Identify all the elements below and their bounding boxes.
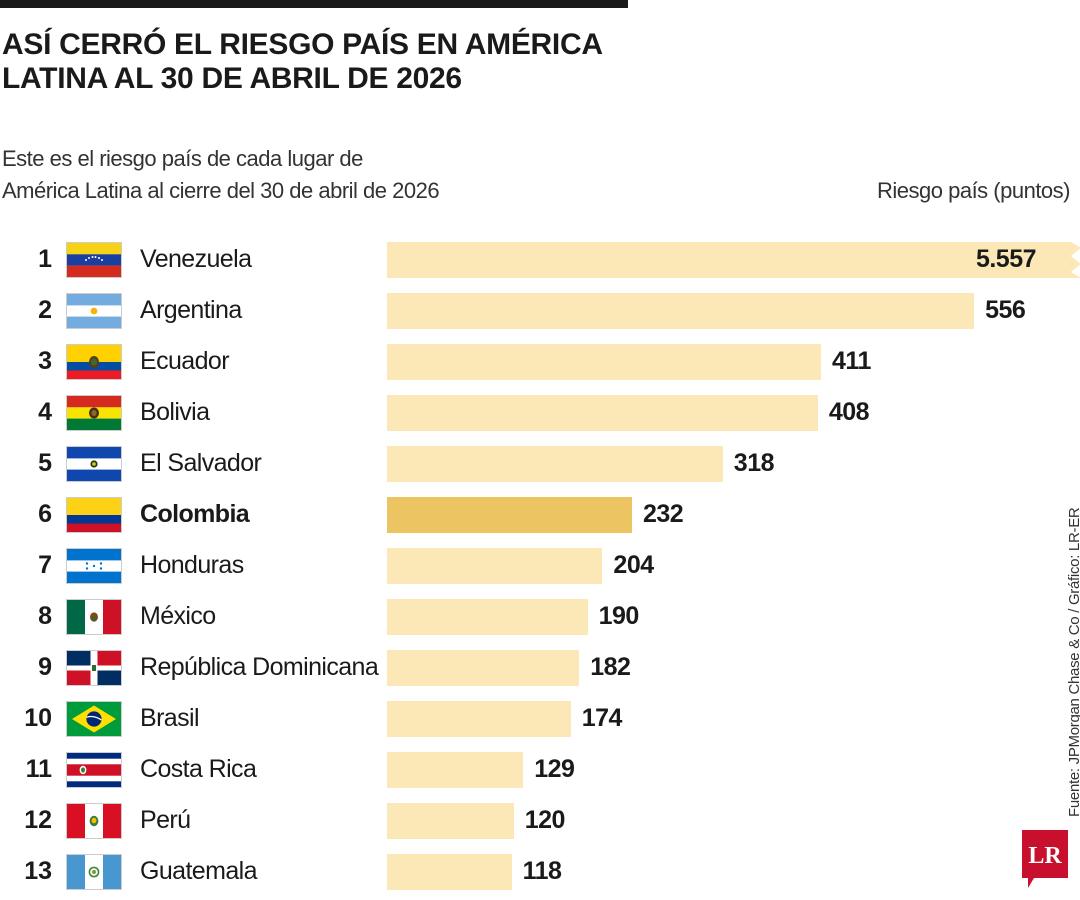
country-label: Ecuador (140, 347, 230, 375)
bar (387, 446, 723, 482)
source-note: Fuente: JPMorgan Chase & Co / Gráfico: L… (1066, 507, 1080, 817)
mexico-flag (66, 599, 122, 635)
bar (387, 701, 571, 737)
country-label: Bolivia (140, 398, 210, 426)
bar (387, 344, 822, 380)
rank-label: 10 (24, 704, 52, 732)
rank-label: 4 (38, 398, 52, 426)
rank-label: 1 (38, 245, 52, 273)
value-label: 120 (524, 806, 566, 834)
bar (387, 854, 512, 890)
brazil-flag (66, 701, 122, 737)
subtitle-line-2: América Latina al cierre del 30 de abril… (2, 178, 440, 203)
subtitle-line-1: Este es el riesgo país de cada lugar de (2, 146, 363, 171)
country-label: República Dominicana (140, 653, 379, 681)
top-rule (0, 0, 628, 8)
colombia-flag (66, 497, 122, 533)
rank-label: 5 (38, 449, 52, 477)
costa-rica-flag (66, 752, 122, 788)
honduras-flag (66, 548, 122, 584)
bar (387, 752, 524, 788)
country-label: El Salvador (140, 449, 262, 477)
bar-row: 2 Argentina 556 (0, 285, 1080, 336)
bar (387, 395, 818, 431)
value-axis-label: Riesgo país (puntos) (877, 178, 1071, 203)
bar-row: 6 Colombia 232 (0, 489, 1080, 540)
value-label: 118 (522, 857, 562, 885)
axis-break-mark (1040, 242, 1080, 278)
venezuela-flag (66, 242, 122, 278)
argentina-flag (66, 293, 122, 329)
bar (387, 650, 580, 686)
country-label: Venezuela (140, 245, 252, 273)
rank-label: 12 (24, 806, 52, 834)
chart-subtitle: Este es el riesgo país de cada lugar de … (2, 143, 502, 207)
bar-row: 5 El Salvador 318 (0, 438, 1080, 489)
bar-row: 8 México 190 (0, 591, 1080, 642)
value-label: 129 (534, 755, 575, 783)
value-label: 411 (832, 347, 871, 375)
country-label: Costa Rica (140, 755, 257, 783)
bar-row: 4 Bolivia 408 (0, 387, 1080, 438)
value-label: 232 (642, 500, 684, 528)
el-salvador-flag (66, 446, 122, 482)
bolivia-flag (66, 395, 122, 431)
country-label: Honduras (140, 551, 244, 579)
country-label: Brasil (140, 704, 200, 732)
bar-row: 3 Ecuador 411 (0, 336, 1080, 387)
value-label: 190 (598, 602, 640, 630)
rank-label: 7 (38, 551, 52, 579)
rank-label: 8 (38, 602, 52, 630)
bar-row: 7 Honduras 204 (0, 540, 1080, 591)
value-label: 204 (613, 551, 654, 579)
country-label: Perú (140, 806, 191, 834)
bar (387, 803, 514, 839)
bar (387, 599, 588, 635)
value-label: 556 (985, 296, 1026, 324)
country-label: Guatemala (140, 857, 257, 885)
bar-row: 13 Guatemala 118 (0, 846, 1080, 897)
country-label: México (140, 602, 216, 630)
bar (387, 548, 603, 584)
bar-row: 12 Perú 120 (0, 795, 1080, 846)
rank-label: 11 (25, 755, 52, 783)
peru-flag (66, 803, 122, 839)
ecuador-flag (66, 344, 122, 380)
bar-row: 9 República Dominicana 182 (0, 642, 1080, 693)
value-label: 318 (733, 449, 775, 477)
guatemala-flag (66, 854, 122, 890)
bar-row: 10 Brasil 174 (0, 693, 1080, 744)
rank-label: 6 (38, 500, 52, 528)
rank-label: 13 (24, 857, 52, 885)
value-label: 174 (581, 704, 623, 732)
value-label: 182 (590, 653, 631, 681)
svg-text:LR: LR (1028, 843, 1062, 869)
bar (387, 293, 975, 329)
rank-label: 9 (38, 653, 52, 681)
bar-row: 1 Venezuela 5.557 (0, 234, 1080, 285)
bar-row: 11 Costa Rica 129 (0, 744, 1080, 795)
value-label: 408 (828, 398, 870, 426)
bar (387, 497, 632, 533)
lr-logo: LR (1022, 830, 1068, 888)
rank-label: 3 (38, 347, 52, 375)
rank-label: 2 (38, 296, 52, 324)
country-label: Colombia (140, 500, 250, 528)
country-label: Argentina (140, 296, 242, 324)
value-label: 5.557 (975, 245, 1037, 273)
dominican-republic-flag (66, 650, 122, 686)
bar (387, 242, 1080, 278)
chart-title: ASÍ CERRÓ EL RIESGO PAÍS EN AMÉRICA LATI… (2, 28, 602, 95)
